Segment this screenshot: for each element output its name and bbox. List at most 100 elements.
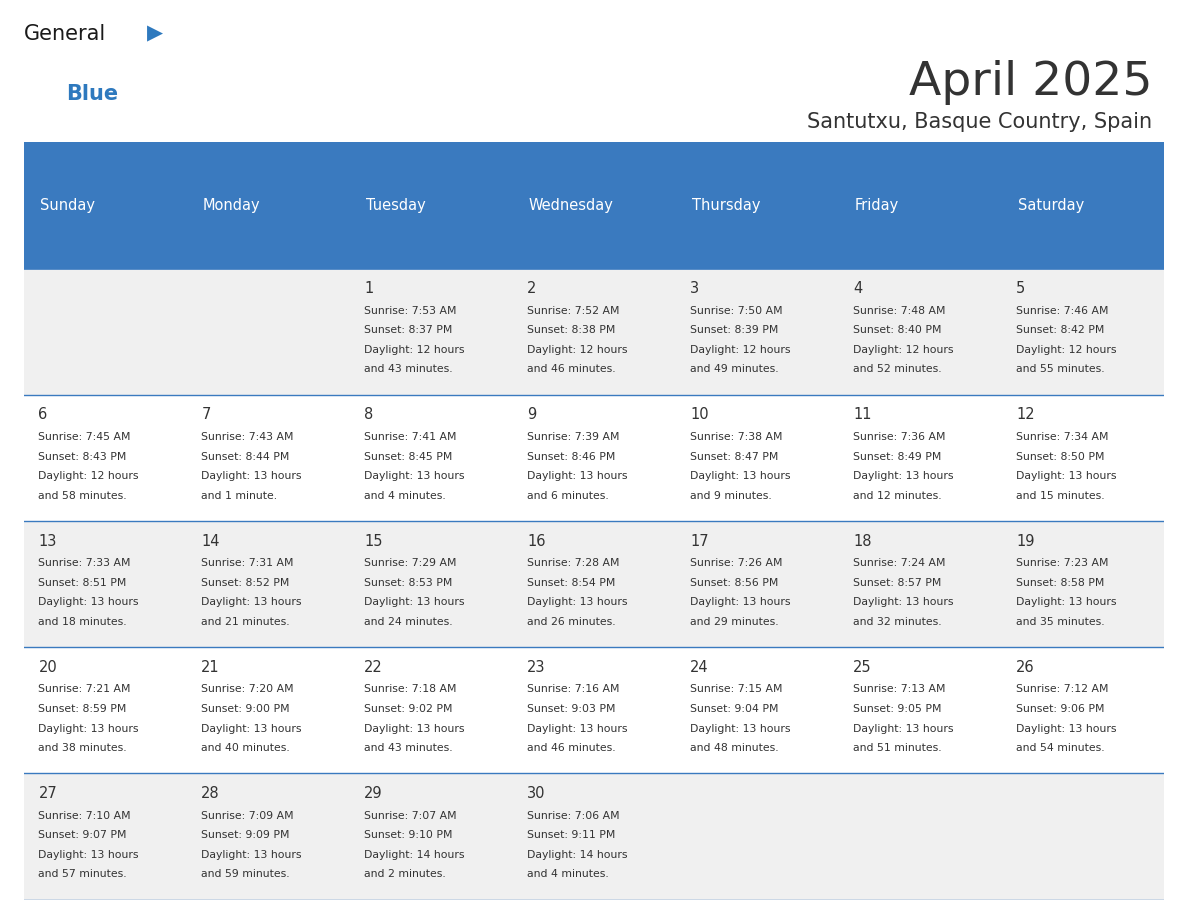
Bar [839, 521, 1001, 647]
Text: Daylight: 13 hours: Daylight: 13 hours [853, 471, 954, 481]
Text: 13: 13 [38, 533, 57, 549]
Text: Daylight: 13 hours: Daylight: 13 hours [201, 471, 302, 481]
Text: Daylight: 13 hours: Daylight: 13 hours [1016, 471, 1117, 481]
Text: Wednesday: Wednesday [529, 198, 614, 213]
Text: Sunset: 9:00 PM: Sunset: 9:00 PM [201, 704, 290, 714]
Text: Sunday: Sunday [40, 198, 95, 213]
Text: Daylight: 13 hours: Daylight: 13 hours [1016, 723, 1117, 733]
Text: Sunrise: 7:09 AM: Sunrise: 7:09 AM [201, 811, 293, 821]
Text: Sunset: 9:11 PM: Sunset: 9:11 PM [527, 830, 615, 840]
Text: Sunrise: 7:23 AM: Sunrise: 7:23 AM [1016, 558, 1108, 568]
Bar [187, 395, 349, 521]
Text: 18: 18 [853, 533, 872, 549]
Text: Sunrise: 7:26 AM: Sunrise: 7:26 AM [690, 558, 783, 568]
Text: Sunrise: 7:29 AM: Sunrise: 7:29 AM [365, 558, 456, 568]
Text: and 15 minutes.: and 15 minutes. [1016, 490, 1105, 500]
Bar [512, 647, 676, 773]
Text: and 54 minutes.: and 54 minutes. [1016, 744, 1105, 753]
Text: 2: 2 [527, 281, 537, 297]
Text: Sunrise: 7:45 AM: Sunrise: 7:45 AM [38, 432, 131, 442]
Text: 23: 23 [527, 660, 545, 675]
Text: Sunset: 8:54 PM: Sunset: 8:54 PM [527, 577, 615, 588]
Text: 14: 14 [201, 533, 220, 549]
Text: and 29 minutes.: and 29 minutes. [690, 617, 779, 627]
Text: ▶: ▶ [147, 24, 163, 43]
Text: Daylight: 14 hours: Daylight: 14 hours [527, 850, 627, 860]
Text: Sunset: 8:39 PM: Sunset: 8:39 PM [690, 325, 778, 335]
Text: and 24 minutes.: and 24 minutes. [365, 617, 453, 627]
Text: Sunrise: 7:33 AM: Sunrise: 7:33 AM [38, 558, 131, 568]
Text: and 48 minutes.: and 48 minutes. [690, 744, 779, 753]
Text: Sunrise: 7:36 AM: Sunrise: 7:36 AM [853, 432, 946, 442]
Text: Daylight: 13 hours: Daylight: 13 hours [690, 471, 791, 481]
Text: 12: 12 [1016, 408, 1035, 422]
Text: 19: 19 [1016, 533, 1035, 549]
Text: and 21 minutes.: and 21 minutes. [201, 617, 290, 627]
Text: and 2 minutes.: and 2 minutes. [365, 869, 446, 879]
Text: Thursday: Thursday [691, 198, 760, 213]
Text: and 49 minutes.: and 49 minutes. [690, 364, 779, 375]
Bar [676, 395, 839, 521]
Bar [1001, 773, 1164, 900]
Text: and 40 minutes.: and 40 minutes. [201, 744, 290, 753]
Bar [512, 521, 676, 647]
Bar [187, 521, 349, 647]
Text: and 58 minutes.: and 58 minutes. [38, 490, 127, 500]
Text: Daylight: 13 hours: Daylight: 13 hours [527, 723, 627, 733]
Text: Sunrise: 7:31 AM: Sunrise: 7:31 AM [201, 558, 293, 568]
Text: Daylight: 13 hours: Daylight: 13 hours [365, 471, 465, 481]
Text: Daylight: 13 hours: Daylight: 13 hours [1016, 598, 1117, 608]
Text: Sunset: 8:58 PM: Sunset: 8:58 PM [1016, 577, 1105, 588]
Text: and 32 minutes.: and 32 minutes. [853, 617, 942, 627]
Text: Sunset: 9:03 PM: Sunset: 9:03 PM [527, 704, 615, 714]
Bar [24, 269, 187, 395]
Text: Sunrise: 7:16 AM: Sunrise: 7:16 AM [527, 685, 620, 694]
Bar [676, 269, 839, 395]
Text: Daylight: 12 hours: Daylight: 12 hours [1016, 345, 1117, 355]
Text: and 35 minutes.: and 35 minutes. [1016, 617, 1105, 627]
Text: Saturday: Saturday [1018, 198, 1083, 213]
Text: Sunset: 9:04 PM: Sunset: 9:04 PM [690, 704, 778, 714]
Text: 21: 21 [201, 660, 220, 675]
Text: Sunrise: 7:53 AM: Sunrise: 7:53 AM [365, 306, 456, 316]
Text: Daylight: 13 hours: Daylight: 13 hours [527, 598, 627, 608]
Bar [839, 395, 1001, 521]
Text: and 59 minutes.: and 59 minutes. [201, 869, 290, 879]
Text: Daylight: 13 hours: Daylight: 13 hours [365, 723, 465, 733]
Bar [24, 521, 187, 647]
Text: and 51 minutes.: and 51 minutes. [853, 744, 942, 753]
Text: Daylight: 13 hours: Daylight: 13 hours [201, 850, 302, 860]
Text: Sunset: 9:07 PM: Sunset: 9:07 PM [38, 830, 127, 840]
Text: 3: 3 [690, 281, 700, 297]
Text: Sunset: 8:42 PM: Sunset: 8:42 PM [1016, 325, 1105, 335]
Text: Sunset: 9:10 PM: Sunset: 9:10 PM [365, 830, 453, 840]
Bar [1001, 269, 1164, 395]
Text: Sunrise: 7:21 AM: Sunrise: 7:21 AM [38, 685, 131, 694]
Text: Daylight: 13 hours: Daylight: 13 hours [38, 850, 139, 860]
Text: 20: 20 [38, 660, 57, 675]
Text: Sunset: 9:05 PM: Sunset: 9:05 PM [853, 704, 942, 714]
Text: Daylight: 13 hours: Daylight: 13 hours [690, 598, 791, 608]
Text: 15: 15 [365, 533, 383, 549]
Text: Daylight: 13 hours: Daylight: 13 hours [365, 598, 465, 608]
Text: Sunset: 8:45 PM: Sunset: 8:45 PM [365, 452, 453, 462]
Text: Blue: Blue [67, 84, 119, 104]
Text: Daylight: 12 hours: Daylight: 12 hours [365, 345, 465, 355]
Text: Sunrise: 7:46 AM: Sunrise: 7:46 AM [1016, 306, 1108, 316]
Text: and 43 minutes.: and 43 minutes. [365, 364, 453, 375]
Text: 22: 22 [365, 660, 383, 675]
Text: Sunrise: 7:48 AM: Sunrise: 7:48 AM [853, 306, 946, 316]
Bar [512, 773, 676, 900]
Text: Sunrise: 7:10 AM: Sunrise: 7:10 AM [38, 811, 131, 821]
Text: and 52 minutes.: and 52 minutes. [853, 364, 942, 375]
Bar [349, 142, 512, 269]
Text: 1: 1 [365, 281, 373, 297]
Text: 17: 17 [690, 533, 709, 549]
Bar [187, 647, 349, 773]
Text: and 43 minutes.: and 43 minutes. [365, 744, 453, 753]
Text: Sunset: 9:09 PM: Sunset: 9:09 PM [201, 830, 290, 840]
Text: Sunset: 8:46 PM: Sunset: 8:46 PM [527, 452, 615, 462]
Text: Daylight: 12 hours: Daylight: 12 hours [527, 345, 627, 355]
Text: and 46 minutes.: and 46 minutes. [527, 744, 615, 753]
Text: Sunset: 8:53 PM: Sunset: 8:53 PM [365, 577, 453, 588]
